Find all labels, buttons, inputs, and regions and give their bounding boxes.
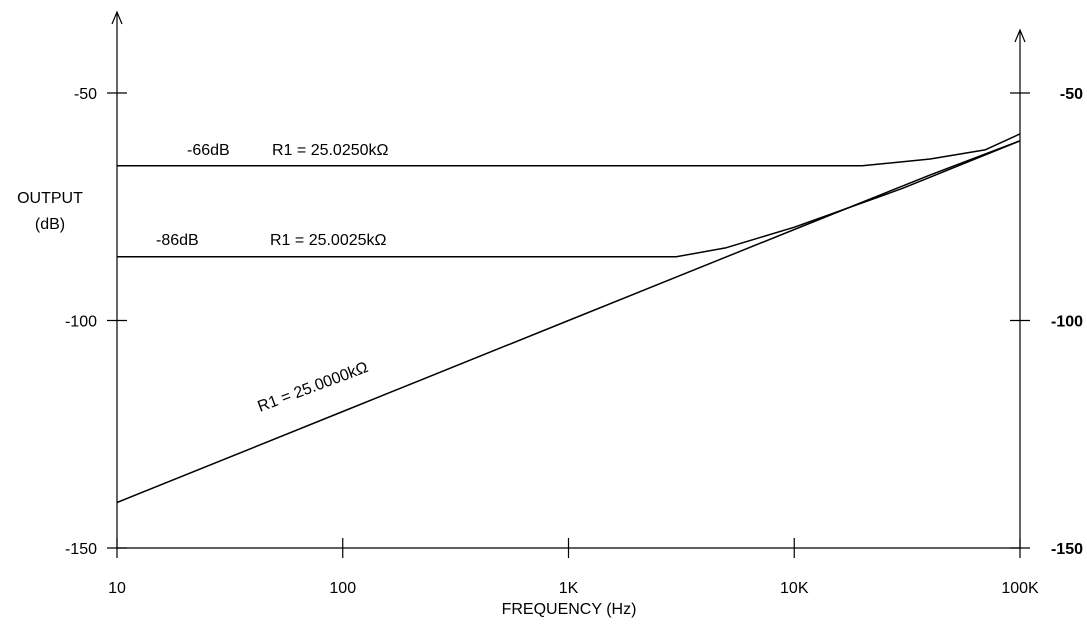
x-tick-label: 1K [559, 580, 579, 597]
series-3-line [116, 140, 1021, 504]
y-axis-title-line2: (dB) [35, 216, 65, 233]
series-2-label: R1 = 25.0025kΩ [270, 232, 387, 249]
series-2-line [117, 140, 1021, 258]
x-tick-label: 10K [780, 580, 809, 597]
x-axis-title: FREQUENCY (Hz) [502, 601, 637, 618]
x-tick-label: 10 [108, 580, 126, 597]
axes [111, 10, 1026, 549]
series-2-level-label: -86dB [156, 232, 199, 249]
x-tick-label: 100 [329, 580, 356, 597]
x-tick-label: 100K [1001, 580, 1039, 597]
y-tick-label-left: -100 [65, 314, 97, 331]
series-1-label: R1 = 25.0250kΩ [272, 142, 389, 159]
series-1-level-label: -66dB [187, 142, 230, 159]
ticks: 10 100 1K 10K 100K -50 -50 -100 -100 -150 -150 [65, 86, 1083, 597]
series-lines [116, 133, 1021, 504]
series-1-line [117, 133, 1021, 167]
left-axis-arrow-icon [111, 10, 123, 25]
y-tick-label-right: -100 [1051, 314, 1083, 331]
right-axis-arrow-icon [1014, 28, 1026, 43]
y-tick-label-right: -50 [1060, 86, 1083, 103]
y-tick-label-left: -50 [74, 86, 97, 103]
y-tick-label-left: -150 [65, 541, 97, 558]
y-tick-label-right: -150 [1051, 541, 1083, 558]
y-axis-title-line1: OUTPUT [17, 190, 83, 207]
